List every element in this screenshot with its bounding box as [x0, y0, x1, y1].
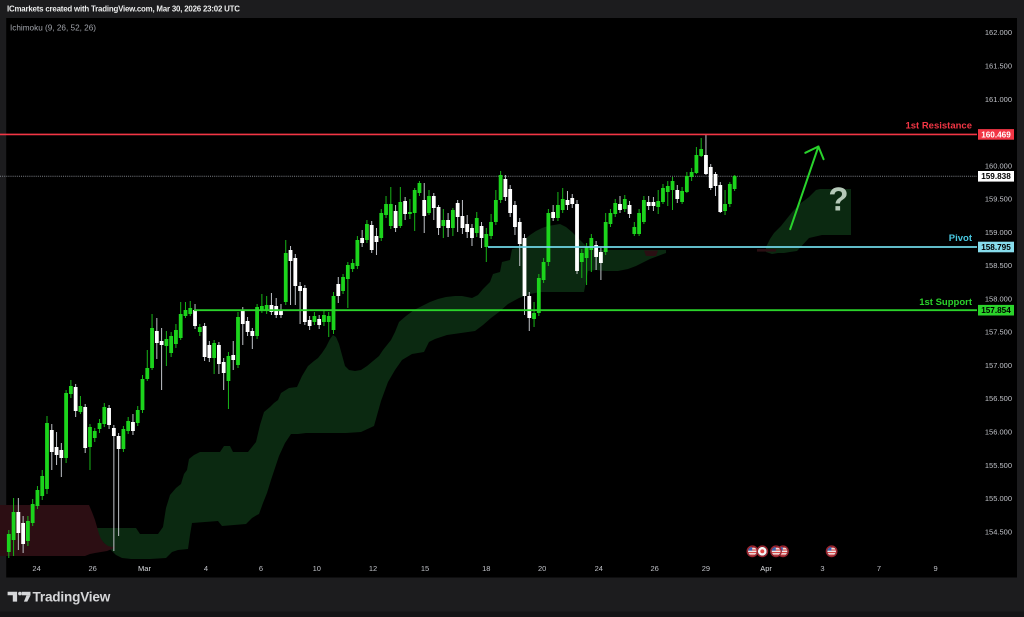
svg-text:Apr: Apr — [760, 564, 772, 573]
svg-text:160.000: 160.000 — [985, 161, 1012, 170]
svg-text:158.000: 158.000 — [985, 294, 1012, 303]
svg-text:156.500: 156.500 — [985, 394, 1012, 403]
svg-text:157.500: 157.500 — [985, 328, 1012, 337]
svg-text:9: 9 — [934, 564, 938, 573]
svg-text:1st Resistance: 1st Resistance — [905, 120, 972, 131]
svg-text:26: 26 — [651, 564, 659, 573]
svg-text:161.000: 161.000 — [985, 95, 1012, 104]
svg-text:158.500: 158.500 — [985, 261, 1012, 270]
svg-text:Mar: Mar — [138, 564, 151, 573]
svg-text:?: ? — [828, 181, 848, 218]
svg-text:154.500: 154.500 — [985, 527, 1012, 536]
svg-text:18: 18 — [482, 564, 490, 573]
svg-text:155.500: 155.500 — [985, 461, 1012, 470]
svg-text:29: 29 — [702, 564, 710, 573]
svg-text:159.000: 159.000 — [985, 228, 1012, 237]
svg-text:24: 24 — [595, 564, 603, 573]
svg-text:156.000: 156.000 — [985, 428, 1012, 437]
svg-text:24: 24 — [32, 564, 40, 573]
svg-text:12: 12 — [369, 564, 377, 573]
svg-text:155.000: 155.000 — [985, 494, 1012, 503]
svg-text:159.838: 159.838 — [981, 172, 1011, 181]
svg-text:26: 26 — [89, 564, 97, 573]
svg-text:Ichimoku (9, 26, 52, 26): Ichimoku (9, 26, 52, 26) — [10, 23, 96, 32]
svg-text:162.000: 162.000 — [985, 28, 1012, 37]
svg-text:157.854: 157.854 — [981, 306, 1011, 315]
svg-text:158.795: 158.795 — [981, 243, 1011, 252]
svg-text:3: 3 — [820, 564, 824, 573]
svg-text:7: 7 — [877, 564, 881, 573]
svg-text:ICmarkets created with Trading: ICmarkets created with TradingView.com, … — [7, 5, 240, 14]
svg-text:161.500: 161.500 — [985, 62, 1012, 71]
svg-text:15: 15 — [421, 564, 429, 573]
svg-text:160.469: 160.469 — [981, 130, 1011, 139]
svg-text:10: 10 — [313, 564, 321, 573]
svg-text:157.000: 157.000 — [985, 361, 1012, 370]
svg-text:159.500: 159.500 — [985, 195, 1012, 204]
svg-text:1st Support: 1st Support — [919, 297, 973, 308]
svg-text:20: 20 — [538, 564, 546, 573]
svg-text:TradingView: TradingView — [33, 590, 111, 605]
svg-text:6: 6 — [259, 564, 263, 573]
svg-text:4: 4 — [204, 564, 208, 573]
svg-text:Pivot: Pivot — [949, 233, 973, 244]
